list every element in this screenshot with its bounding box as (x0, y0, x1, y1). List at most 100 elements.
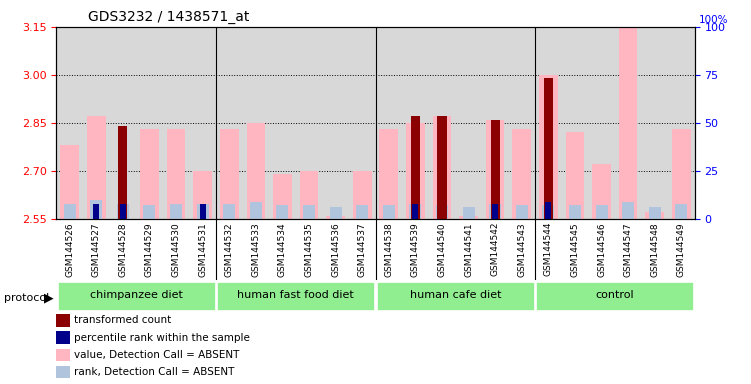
Text: human fast food diet: human fast food diet (237, 290, 354, 300)
Bar (220, 129, 239, 219)
Text: GSM144536: GSM144536 (331, 222, 340, 277)
Bar (56, 314, 70, 327)
Text: GSM144537: GSM144537 (357, 222, 366, 277)
Text: GSM144539: GSM144539 (411, 222, 420, 277)
Bar (250, 202, 262, 219)
Bar (569, 205, 581, 219)
Bar (486, 120, 505, 219)
Text: GSM144530: GSM144530 (171, 222, 180, 277)
Text: GSM144541: GSM144541 (464, 222, 473, 276)
Bar (356, 205, 368, 219)
Bar (619, 27, 638, 219)
Bar (303, 205, 315, 219)
Bar (140, 129, 158, 219)
Bar (672, 129, 691, 219)
Bar (117, 204, 129, 219)
Bar (512, 129, 531, 219)
Bar (93, 204, 99, 219)
Bar (300, 171, 318, 219)
Bar (276, 205, 288, 219)
Text: GSM144546: GSM144546 (597, 222, 606, 276)
Text: GSM144548: GSM144548 (650, 222, 659, 276)
Text: value, Detection Call = ABSENT: value, Detection Call = ABSENT (74, 350, 239, 360)
Bar (120, 204, 125, 219)
Text: GSM144532: GSM144532 (225, 222, 234, 276)
Bar (411, 116, 420, 219)
Bar (87, 116, 106, 219)
Bar (197, 204, 209, 219)
Bar (60, 145, 79, 219)
Bar (542, 205, 554, 219)
Bar (437, 116, 447, 219)
Bar (492, 204, 498, 219)
Bar (170, 204, 182, 219)
Bar (622, 202, 634, 219)
Text: GSM144535: GSM144535 (304, 222, 313, 277)
Bar (536, 282, 693, 310)
Bar (433, 116, 451, 219)
Text: GSM144527: GSM144527 (92, 222, 101, 276)
Text: rank, Detection Call = ABSENT: rank, Detection Call = ABSENT (74, 367, 234, 377)
Text: GSM144531: GSM144531 (198, 222, 207, 277)
Bar (539, 75, 558, 219)
Bar (675, 204, 687, 219)
Bar (409, 204, 421, 219)
Text: GDS3232 / 1438571_at: GDS3232 / 1438571_at (89, 10, 249, 25)
Bar (217, 282, 374, 310)
Bar (593, 164, 611, 219)
Text: GSM144543: GSM144543 (517, 222, 526, 276)
Bar (143, 205, 155, 219)
Text: GSM144549: GSM144549 (677, 222, 686, 276)
Text: GSM144544: GSM144544 (544, 222, 553, 276)
Text: GSM144526: GSM144526 (65, 222, 74, 276)
Bar (58, 282, 215, 310)
Bar (544, 78, 553, 219)
Bar (273, 174, 291, 219)
Bar (56, 331, 70, 344)
Text: GSM144534: GSM144534 (278, 222, 287, 276)
Bar (566, 132, 584, 219)
Bar (645, 212, 664, 219)
Bar (223, 204, 235, 219)
Bar (167, 129, 185, 219)
Bar (56, 349, 70, 361)
Bar (377, 282, 534, 310)
Bar (460, 216, 478, 219)
Bar (490, 120, 500, 219)
Text: GSM144528: GSM144528 (119, 222, 128, 276)
Bar (353, 171, 372, 219)
Bar (406, 123, 425, 219)
Text: protocol: protocol (4, 293, 49, 303)
Bar (56, 366, 70, 379)
Bar (200, 204, 206, 219)
Bar (383, 205, 395, 219)
Text: 100%: 100% (699, 15, 728, 25)
Text: chimpanzee diet: chimpanzee diet (89, 290, 182, 300)
Bar (193, 171, 212, 219)
Bar (649, 207, 661, 219)
Text: GSM144540: GSM144540 (438, 222, 447, 276)
Text: GSM144542: GSM144542 (490, 222, 499, 276)
Bar (118, 126, 128, 219)
Text: GSM144547: GSM144547 (623, 222, 632, 276)
Bar (330, 207, 342, 219)
Text: GSM144529: GSM144529 (145, 222, 154, 276)
Bar (90, 200, 102, 219)
Text: GSM144538: GSM144538 (385, 222, 394, 277)
Bar (596, 205, 608, 219)
Text: transformed count: transformed count (74, 315, 170, 325)
Bar (436, 205, 448, 219)
Text: human cafe diet: human cafe diet (409, 290, 501, 300)
Text: percentile rank within the sample: percentile rank within the sample (74, 333, 249, 343)
Bar (246, 123, 265, 219)
Bar (326, 216, 345, 219)
Bar (463, 207, 475, 219)
Text: GSM144533: GSM144533 (252, 222, 261, 277)
Text: ▶: ▶ (44, 291, 53, 304)
Bar (412, 204, 418, 219)
Text: control: control (596, 290, 634, 300)
Bar (545, 202, 551, 219)
Bar (516, 205, 528, 219)
Text: GSM144545: GSM144545 (571, 222, 580, 276)
Bar (489, 204, 501, 219)
